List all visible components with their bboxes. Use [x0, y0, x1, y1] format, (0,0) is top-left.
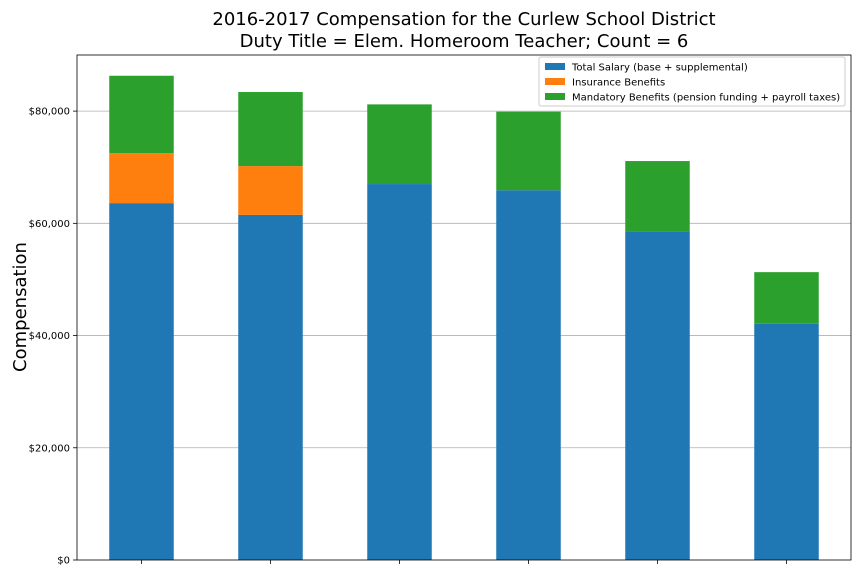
- bar-segment: [625, 161, 690, 232]
- bar-segment: [754, 323, 819, 560]
- bar-segment: [367, 184, 432, 561]
- legend-box: [538, 56, 846, 107]
- y-tick-label: $80,000: [29, 107, 70, 118]
- y-tick-label: $60,000: [29, 219, 70, 230]
- axes-group: $0 $20,000 $40,000 $60,000 $80,000: [29, 54, 852, 567]
- bar-segment: [109, 153, 174, 204]
- legend: Total Salary (base + supplemental) Insura…: [538, 56, 846, 107]
- bar-segment: [109, 203, 174, 560]
- legend-swatch: [545, 93, 565, 100]
- legend-swatch: [545, 63, 565, 70]
- legend-label: Mandatory Benefits (pension funding + pa…: [572, 93, 840, 104]
- chart-subtitle: Duty Title = Elem. Homeroom Teacher; Cou…: [240, 31, 689, 52]
- bar-segment: [496, 190, 561, 560]
- bars-group: [109, 75, 819, 561]
- legend-label: Insurance Benefits: [572, 78, 665, 89]
- chart-title: 2016-2017 Compensation for the Curlew Sc…: [212, 9, 715, 30]
- y-tick-label: $0: [57, 556, 70, 567]
- bar-segment: [238, 166, 303, 215]
- bar-segment: [238, 214, 303, 560]
- y-tick-label: $40,000: [29, 331, 70, 342]
- bar-segment: [367, 104, 432, 185]
- bar-segment: [625, 231, 690, 560]
- plot-frame: [76, 54, 852, 561]
- legend-swatch: [545, 78, 565, 85]
- y-axis-label: Compensation: [10, 242, 31, 372]
- bar-segment: [238, 92, 303, 167]
- bar-segment: [754, 272, 819, 324]
- y-tick-label: $20,000: [29, 443, 70, 454]
- bar-segment: [109, 75, 174, 154]
- legend-label: Total Salary (base + supplemental): [571, 63, 748, 74]
- gridlines: [77, 110, 851, 449]
- bar-segment: [496, 111, 561, 191]
